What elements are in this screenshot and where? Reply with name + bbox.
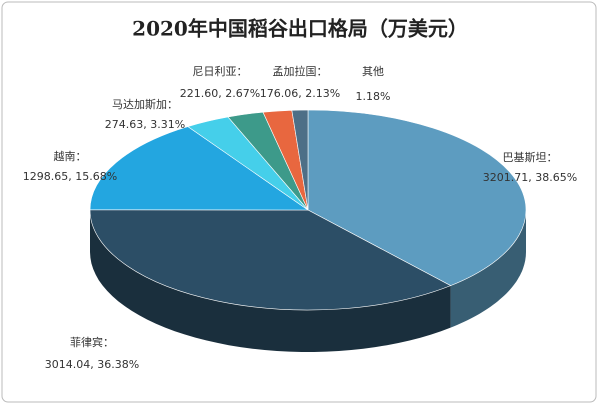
value-label: 3014.04, 36.38% (45, 358, 139, 371)
value-label: 176.06, 2.13% (260, 87, 340, 100)
category-label: 马达加斯加： (112, 98, 178, 111)
category-label: 孟加拉国： (273, 64, 328, 78)
slice (89, 126, 309, 211)
slice-side (90, 210, 451, 352)
category-label: 巴基斯坦： (503, 150, 558, 164)
value-label: 1298.65, 15.68% (23, 170, 117, 183)
value-label: 274.63, 3.31% (105, 118, 185, 131)
chart-title: 2020年中国稻谷出口格局（万美元） (132, 17, 468, 41)
slice (307, 109, 527, 286)
category-label: 菲律宾： (70, 335, 114, 349)
value-label: 221.60, 2.67% (180, 87, 260, 100)
slice (291, 109, 309, 211)
category-label: 尼日利亚： (193, 65, 248, 78)
value-label: 1.18% (356, 90, 391, 103)
slice-side (450, 210, 526, 328)
category-label: 其他 (362, 65, 384, 78)
slice (89, 209, 452, 311)
category-label: 越南： (54, 149, 87, 163)
value-label: 3201.71, 38.65% (483, 171, 577, 184)
